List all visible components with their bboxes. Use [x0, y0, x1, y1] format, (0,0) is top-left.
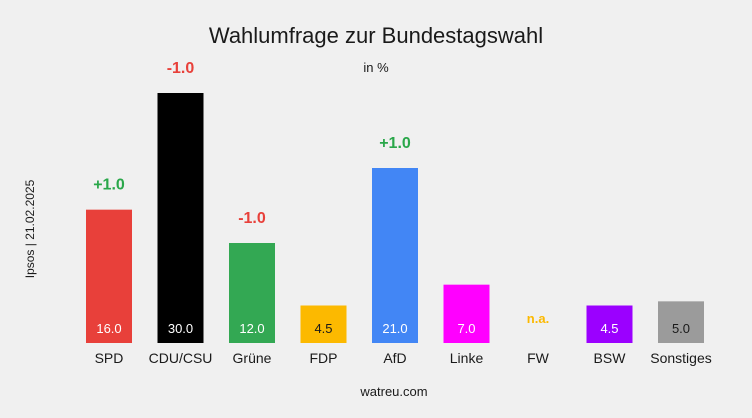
- category-label-fdp: FDP: [310, 350, 338, 366]
- category-label-bsw: BSW: [594, 350, 627, 366]
- chart-title: Wahlumfrage zur Bundestagswahl: [209, 23, 543, 48]
- value-label-cdu-csu: 30.0: [168, 321, 193, 336]
- value-label-spd: 16.0: [96, 321, 121, 336]
- value-label-afd: 21.0: [382, 321, 407, 336]
- bar-cdu-csu: [157, 93, 204, 343]
- bar-spd: [86, 209, 132, 343]
- bars-group: 16.0 SPD +1.0 30.0 CDU/CSU -1.0 12.0 Grüne -1.0 4…: [86, 60, 712, 366]
- bar-linke: [443, 284, 490, 343]
- value-label-grüne: 12.0: [239, 321, 264, 336]
- change-label-grüne: -1.0: [238, 210, 266, 227]
- category-label-fw: FW: [527, 350, 550, 366]
- category-label-afd: AfD: [383, 350, 406, 366]
- value-label-linke: 7.0: [457, 321, 475, 336]
- value-label-bsw: 4.5: [600, 321, 618, 336]
- value-label-fw: n.a.: [527, 311, 549, 326]
- chart-subtitle: in %: [363, 60, 389, 75]
- category-label-cdu-csu: CDU/CSU: [149, 350, 213, 366]
- category-label-grüne: Grüne: [233, 350, 272, 366]
- category-label-spd: SPD: [95, 350, 124, 366]
- bar-bsw: [586, 305, 633, 343]
- bar-afd: [372, 168, 418, 343]
- source-date-label: Ipsos | 21.02.2025: [23, 179, 37, 278]
- change-label-cdu-csu: -1.0: [167, 60, 195, 77]
- value-label-fdp: 4.5: [314, 321, 332, 336]
- bar-sonstiges: [658, 301, 704, 343]
- footer-source: watreu.com: [359, 384, 427, 399]
- value-label-sonstiges: 5.0: [672, 321, 690, 336]
- change-label-spd: +1.0: [93, 177, 125, 194]
- bar-grüne: [229, 243, 275, 343]
- bar-fdp: [300, 305, 347, 343]
- category-label-linke: Linke: [450, 350, 484, 366]
- change-label-afd: +1.0: [379, 135, 411, 152]
- category-label-sonstiges: Sonstiges: [650, 350, 711, 366]
